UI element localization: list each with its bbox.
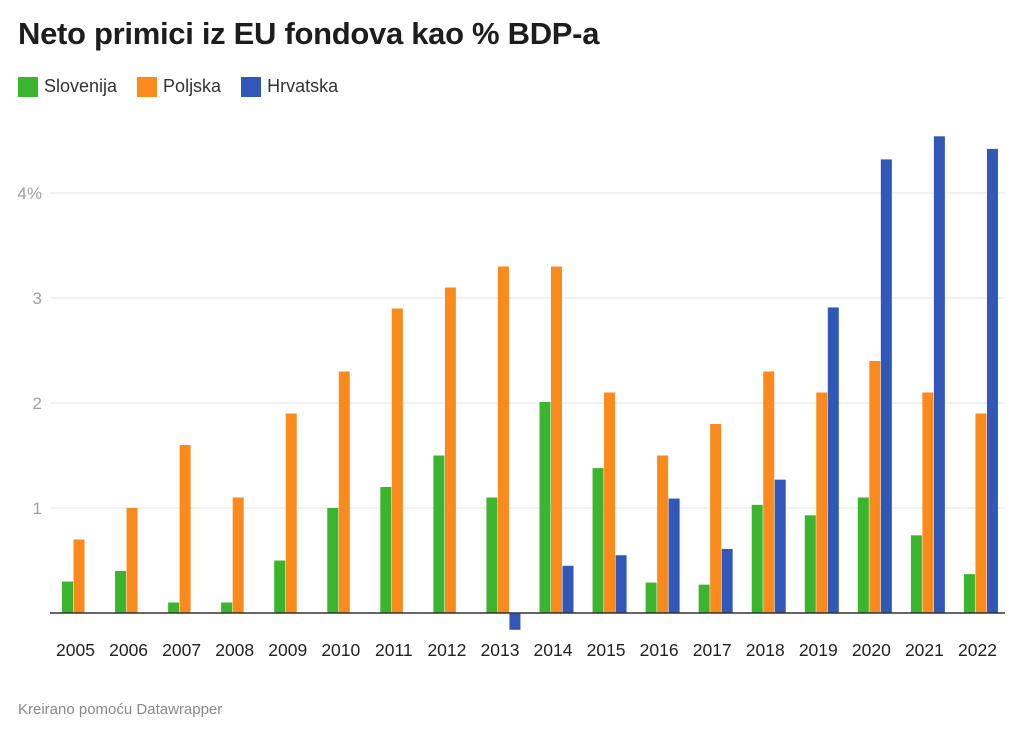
- x-tick-label-2006: 2006: [109, 640, 148, 660]
- bar-slovenija-2021: [910, 535, 922, 613]
- bar-poljska-2016: [657, 455, 669, 613]
- legend-label-poljska: Poljska: [163, 76, 222, 96]
- legend-item-poljska: Poljska: [137, 76, 221, 97]
- bar-slovenija-2010: [327, 508, 339, 613]
- bar-hrvatska-2022: [986, 148, 998, 613]
- footer-credit: Kreirano pomoću Datawrapper: [18, 701, 223, 718]
- x-tick-label-2015: 2015: [587, 640, 626, 660]
- bar-hrvatska-2017: [721, 548, 733, 613]
- bar-poljska-2014: [551, 266, 562, 613]
- bar-hrvatska-2016: [668, 498, 680, 613]
- bar-hrvatska-2013: [509, 613, 521, 630]
- bar-slovenija-2022: [963, 574, 975, 613]
- x-tick-label-2005: 2005: [56, 640, 95, 660]
- y-tick-label-3: 3: [33, 289, 42, 308]
- bar-slovenija-2020: [857, 497, 869, 613]
- bar-slovenija-2005: [62, 581, 73, 613]
- bar-hrvatska-2020: [880, 159, 892, 613]
- bar-slovenija-2009: [274, 560, 286, 613]
- bar-poljska-2010: [338, 371, 350, 613]
- bar-slovenija-2017: [698, 584, 710, 613]
- bar-poljska-2018: [763, 371, 775, 613]
- bar-slovenija-2012: [433, 455, 445, 613]
- bar-poljska-2017: [710, 424, 722, 613]
- bar-hrvatska-2015: [615, 555, 627, 613]
- bar-slovenija-2006: [115, 571, 127, 613]
- bar-poljska-2005: [73, 539, 85, 613]
- bar-slovenija-2013: [486, 497, 498, 613]
- legend-label-slovenija: Slovenija: [44, 76, 118, 96]
- bar-poljska-2009: [285, 413, 297, 613]
- bar-slovenija-2019: [804, 515, 816, 613]
- bar-poljska-2013: [497, 266, 509, 613]
- x-tick-label-2017: 2017: [693, 640, 732, 660]
- bar-poljska-2021: [922, 392, 934, 613]
- bar-poljska-2015: [604, 392, 616, 613]
- bar-poljska-2007: [179, 445, 191, 613]
- x-tick-label-2016: 2016: [640, 640, 679, 660]
- y-tick-label-1: 1: [33, 499, 42, 518]
- bar-slovenija-2007: [168, 602, 180, 613]
- bar-poljska-2019: [816, 392, 828, 613]
- legend-swatch-slovenija: [18, 76, 38, 97]
- legend-swatch-poljska: [137, 76, 158, 97]
- bar-slovenija-2008: [221, 602, 233, 613]
- bar-slovenija-2011: [380, 487, 392, 613]
- x-tick-label-2018: 2018: [746, 640, 785, 660]
- bar-poljska-2008: [232, 497, 244, 613]
- bar-poljska-2006: [126, 508, 138, 613]
- bar-slovenija-2018: [751, 504, 763, 613]
- x-tick-label-2020: 2020: [852, 640, 891, 660]
- legend-item-slovenija: Slovenija: [18, 76, 117, 97]
- x-tick-label-2007: 2007: [162, 640, 201, 660]
- legend: Slovenija Poljska Hrvatska: [18, 76, 358, 97]
- x-tick-label-2019: 2019: [799, 640, 838, 660]
- bar-hrvatska-2021: [933, 136, 945, 614]
- bar-slovenija-2014: [539, 401, 551, 613]
- bar-slovenija-2016: [645, 582, 657, 613]
- chart-title: Neto primici iz EU fondova kao % BDP-a: [18, 16, 600, 51]
- legend-swatch-hrvatska: [241, 76, 262, 97]
- legend-item-hrvatska: Hrvatska: [241, 76, 338, 97]
- y-tick-label-4: 4%: [17, 184, 42, 203]
- bar-poljska-2020: [869, 361, 881, 613]
- x-tick-label-2011: 2011: [375, 640, 413, 660]
- bar-slovenija-2015: [592, 468, 604, 613]
- x-tick-label-2009: 2009: [268, 640, 307, 660]
- x-tick-label-2013: 2013: [481, 640, 520, 660]
- x-tick-label-2021: 2021: [905, 640, 944, 660]
- bar-hrvatska-2019: [827, 307, 839, 613]
- legend-label-hrvatska: Hrvatska: [267, 76, 339, 96]
- bar-poljska-2022: [975, 413, 987, 613]
- bar-hrvatska-2018: [774, 479, 786, 613]
- x-tick-label-2012: 2012: [427, 640, 466, 660]
- x-tick-label-2010: 2010: [321, 640, 360, 660]
- bar-poljska-2011: [391, 308, 403, 613]
- x-tick-label-2022: 2022: [958, 640, 997, 660]
- x-tick-label-2014: 2014: [534, 640, 573, 660]
- x-tick-label-2008: 2008: [215, 640, 254, 660]
- bar-poljska-2012: [444, 287, 456, 613]
- bar-hrvatska-2014: [562, 565, 574, 613]
- y-tick-label-2: 2: [33, 394, 42, 413]
